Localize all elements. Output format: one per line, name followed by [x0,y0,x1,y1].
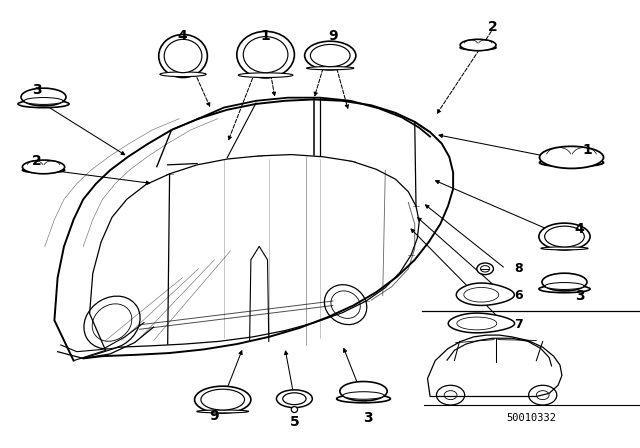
Text: 1: 1 [260,29,271,43]
Text: 8: 8 [514,262,523,276]
Ellipse shape [307,67,354,70]
Ellipse shape [545,283,584,289]
Ellipse shape [340,382,387,401]
Ellipse shape [540,146,604,168]
Text: 2: 2 [32,154,42,168]
Ellipse shape [164,39,202,73]
Text: 1: 1 [582,143,593,157]
Ellipse shape [22,160,65,174]
Ellipse shape [545,226,584,247]
Text: 7: 7 [514,318,523,332]
Ellipse shape [21,88,66,106]
Ellipse shape [283,393,306,405]
Text: 4: 4 [177,29,188,43]
Ellipse shape [237,31,294,78]
Ellipse shape [539,285,590,293]
Ellipse shape [22,168,65,173]
Text: 4: 4 [574,222,584,237]
Ellipse shape [305,41,356,70]
Ellipse shape [195,386,251,413]
Ellipse shape [337,395,390,403]
Ellipse shape [541,247,588,250]
Ellipse shape [238,73,293,78]
Ellipse shape [160,72,206,77]
Ellipse shape [243,37,288,73]
Ellipse shape [201,389,244,410]
Text: 9: 9 [209,409,220,423]
Circle shape [477,263,493,275]
Text: 50010332: 50010332 [506,413,556,422]
Ellipse shape [18,100,69,108]
Ellipse shape [291,407,298,413]
Text: 2: 2 [488,20,498,34]
Text: 3: 3 [575,289,585,303]
Circle shape [481,266,490,272]
Polygon shape [448,313,515,333]
Ellipse shape [542,273,587,291]
Text: 5: 5 [289,415,300,429]
Ellipse shape [343,392,384,399]
Ellipse shape [540,159,604,167]
Ellipse shape [310,44,350,67]
Ellipse shape [196,410,249,413]
Text: 3: 3 [32,82,42,97]
Ellipse shape [276,390,312,408]
Ellipse shape [460,39,496,51]
Text: 3: 3 [363,410,373,425]
Ellipse shape [539,223,590,250]
Text: 9: 9 [328,29,338,43]
Ellipse shape [24,98,63,104]
Polygon shape [456,283,515,306]
Ellipse shape [460,46,496,50]
Text: 6: 6 [514,289,523,302]
Ellipse shape [159,34,207,78]
